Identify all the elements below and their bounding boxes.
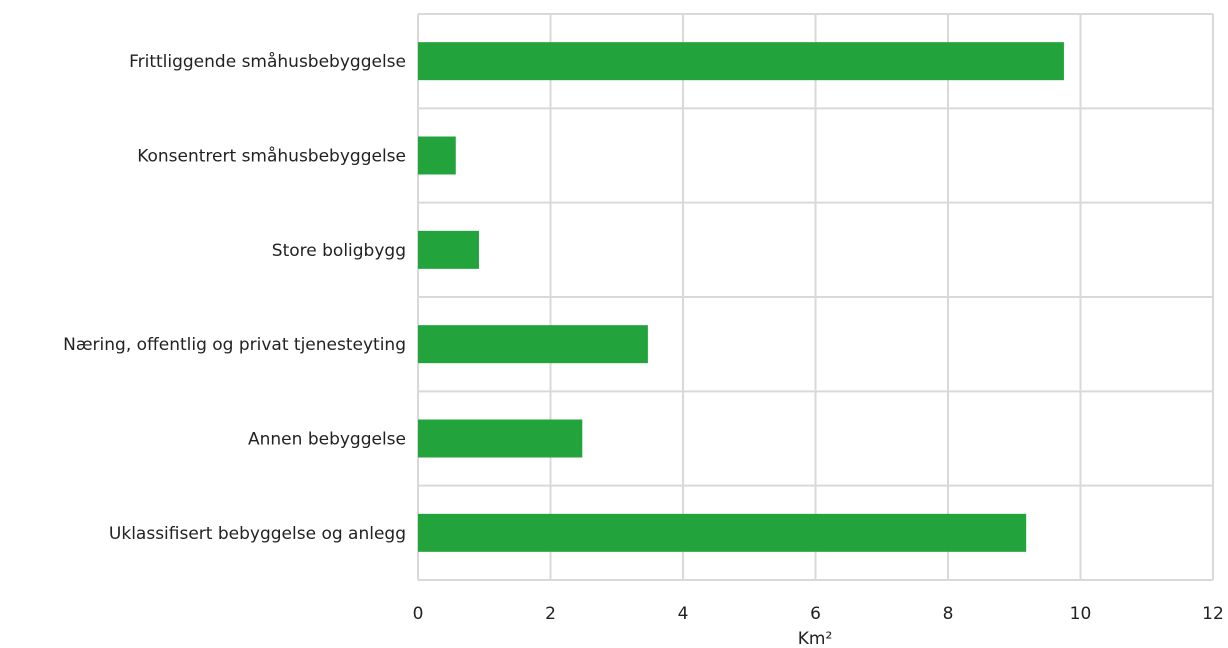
bar-4 <box>418 419 583 458</box>
category-labels: Frittliggende småhusbebyggelse Konsentrer… <box>63 51 406 544</box>
x-tick-label-6: 12 <box>1202 604 1224 624</box>
bar-5 <box>418 513 1027 552</box>
category-label-5: Uklassifisert bebyggelse og anlegg <box>109 524 406 544</box>
x-tick-label-5: 10 <box>1070 604 1092 624</box>
x-tick-labels: 0 2 4 6 8 10 12 <box>413 604 1224 624</box>
bar-1 <box>418 136 456 175</box>
x-tick-label-4: 8 <box>943 604 954 624</box>
bar-2 <box>418 230 479 269</box>
category-label-0: Frittliggende småhusbebyggelse <box>129 51 406 72</box>
bars <box>418 42 1064 552</box>
category-label-3: Næring, offentlig og privat tjenesteytin… <box>63 335 406 355</box>
x-tick-label-2: 4 <box>678 604 689 624</box>
bar-3 <box>418 325 648 364</box>
x-tick-label-1: 2 <box>545 604 556 624</box>
bar-0 <box>418 42 1064 81</box>
x-axis-title: Km² <box>798 629 833 648</box>
category-label-4: Annen bebyggelse <box>248 430 406 450</box>
x-tick-label-0: 0 <box>413 604 424 624</box>
x-tick-label-3: 6 <box>810 604 821 624</box>
category-label-2: Store boligbygg <box>272 241 406 261</box>
grid-lines <box>417 13 1214 581</box>
category-label-1: Konsentrert småhusbebyggelse <box>137 146 406 167</box>
